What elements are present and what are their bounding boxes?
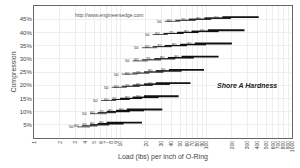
svg-text:50: 50 <box>177 141 183 147</box>
svg-text:2: 2 <box>57 141 63 144</box>
svg-text:50: 50 <box>69 124 74 129</box>
svg-text:80: 80 <box>160 55 165 60</box>
svg-text:90: 90 <box>136 94 141 99</box>
svg-text:9: 9 <box>113 141 119 144</box>
svg-text:60: 60 <box>125 71 130 76</box>
svg-text:35%: 35% <box>20 43 33 49</box>
svg-text:60: 60 <box>155 31 160 36</box>
svg-text:45%: 45% <box>20 16 33 22</box>
svg-text:80: 80 <box>184 29 189 34</box>
svg-text:3: 3 <box>72 141 78 144</box>
svg-text:90: 90 <box>200 28 205 33</box>
svg-text:1000: 1000 <box>289 141 295 152</box>
svg-text:90: 90 <box>187 41 192 46</box>
svg-text:30%: 30% <box>20 56 33 62</box>
svg-text:7: 7 <box>103 141 109 144</box>
svg-text:400: 400 <box>254 141 260 150</box>
svg-text:70: 70 <box>125 83 130 88</box>
svg-text:70: 70 <box>136 70 141 75</box>
svg-text:20%: 20% <box>20 82 33 88</box>
svg-text:60: 60 <box>184 141 190 147</box>
svg-text:90: 90 <box>99 120 104 125</box>
svg-text:70: 70 <box>99 109 104 114</box>
svg-text:6: 6 <box>98 141 104 144</box>
svg-text:50: 50 <box>82 111 87 116</box>
svg-text:50: 50 <box>145 32 150 37</box>
svg-text:4: 4 <box>82 141 88 144</box>
svg-text:8: 8 <box>108 141 114 144</box>
svg-text:5: 5 <box>91 141 97 144</box>
svg-text:1: 1 <box>31 141 37 144</box>
svg-text:5%: 5% <box>23 122 32 128</box>
svg-text:70: 70 <box>189 141 195 147</box>
svg-text:90: 90 <box>199 141 205 147</box>
svg-text:50: 50 <box>125 58 130 63</box>
svg-text:200: 200 <box>229 141 235 150</box>
svg-text:60: 60 <box>134 57 139 62</box>
svg-text:70: 70 <box>157 43 162 48</box>
svg-text:80: 80 <box>108 108 113 113</box>
svg-text:50: 50 <box>114 72 119 77</box>
svg-text:900: 900 <box>285 141 291 150</box>
svg-text:70: 70 <box>169 30 174 35</box>
svg-text:60: 60 <box>114 84 119 89</box>
svg-text:40%: 40% <box>20 30 33 36</box>
svg-text:60: 60 <box>167 18 172 23</box>
svg-text:15%: 15% <box>20 96 33 102</box>
svg-text:80: 80 <box>90 121 95 126</box>
svg-text:70: 70 <box>181 17 186 22</box>
svg-text:60: 60 <box>90 110 95 115</box>
svg-text:60: 60 <box>74 123 79 128</box>
svg-text:90: 90 <box>214 15 219 20</box>
svg-text:90: 90 <box>148 81 153 86</box>
svg-text:http://www.engineersedge.com: http://www.engineersedge.com <box>75 12 143 18</box>
svg-text:800: 800 <box>280 141 286 150</box>
svg-text:40: 40 <box>168 141 174 147</box>
svg-text:80: 80 <box>172 42 177 47</box>
svg-text:60: 60 <box>145 44 150 49</box>
svg-text:30: 30 <box>158 141 164 147</box>
svg-text:20: 20 <box>143 141 149 147</box>
svg-text:700: 700 <box>275 141 281 150</box>
svg-text:70: 70 <box>82 122 87 127</box>
svg-text:50: 50 <box>134 45 139 50</box>
svg-text:25%: 25% <box>20 69 33 75</box>
svg-text:50: 50 <box>104 85 109 90</box>
svg-text:100: 100 <box>203 141 209 150</box>
svg-text:10: 10 <box>117 141 123 147</box>
svg-text:50: 50 <box>93 98 98 103</box>
svg-text:600: 600 <box>270 141 276 150</box>
svg-text:Load (lbs) per inch of O-Ring: Load (lbs) per inch of O-Ring <box>118 153 208 161</box>
svg-text:Compression: Compression <box>10 51 18 92</box>
svg-text:300: 300 <box>244 141 250 150</box>
svg-text:50: 50 <box>157 19 162 24</box>
svg-text:90: 90 <box>174 54 179 59</box>
svg-text:Shore A Hardness: Shore A Hardness <box>217 82 277 89</box>
svg-text:10%: 10% <box>20 109 33 115</box>
svg-text:80: 80 <box>136 82 141 87</box>
svg-text:70: 70 <box>112 96 117 101</box>
svg-text:80: 80 <box>196 16 201 21</box>
svg-text:80: 80 <box>125 95 130 100</box>
svg-text:90: 90 <box>119 107 124 112</box>
svg-text:500: 500 <box>263 141 269 150</box>
svg-text:80: 80 <box>194 141 200 147</box>
svg-text:80: 80 <box>148 68 153 73</box>
svg-text:70: 70 <box>146 56 151 61</box>
svg-text:90: 90 <box>161 67 166 72</box>
svg-text:60: 60 <box>104 97 109 102</box>
